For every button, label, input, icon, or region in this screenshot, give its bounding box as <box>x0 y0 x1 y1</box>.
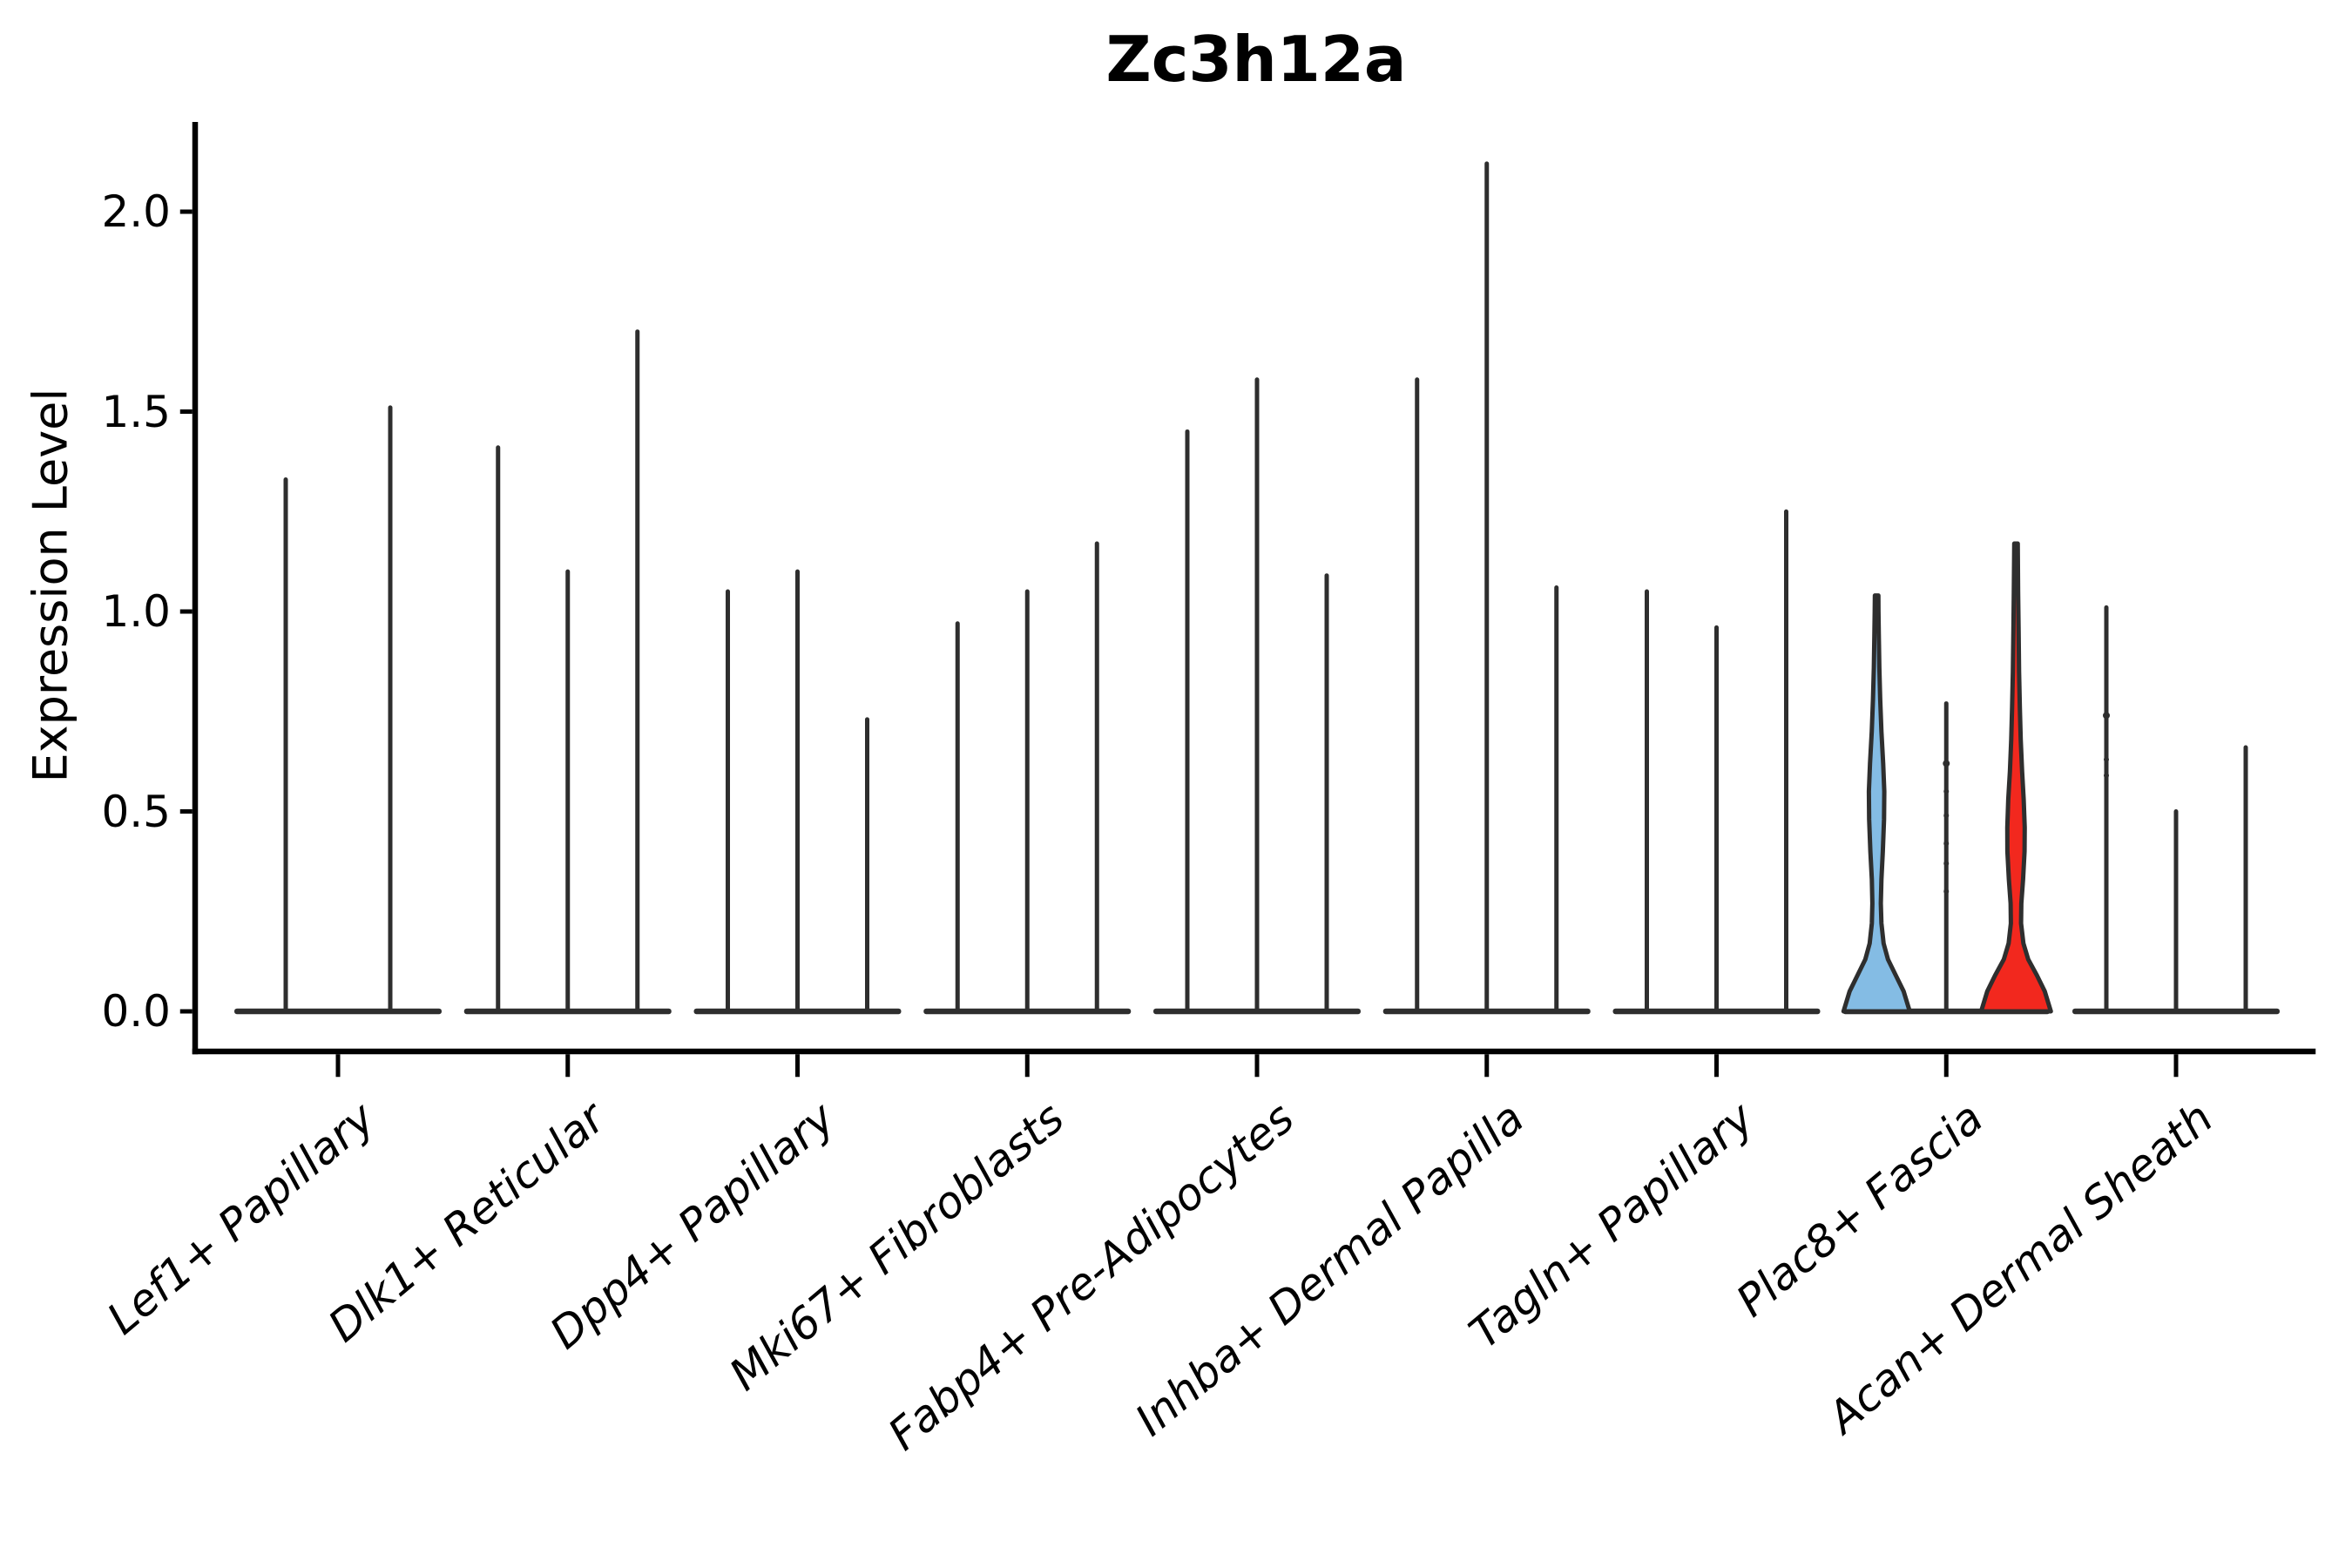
highlighted-violin <box>1841 593 1912 1014</box>
x-tick-mark <box>2173 1054 2179 1078</box>
y-tick-mark <box>179 1009 193 1014</box>
violin-outlier-dot <box>1943 813 1950 819</box>
y-tick-label: 1.5 <box>101 386 171 437</box>
x-tick-mark <box>1714 1054 1719 1078</box>
chart-title: Zc3h12a <box>1105 23 1407 96</box>
x-tick-mark <box>1024 1054 1030 1078</box>
y-tick-mark <box>179 409 193 414</box>
x-tick-mark <box>795 1054 800 1078</box>
y-tick-mark <box>179 809 193 814</box>
x-tick-mark <box>335 1054 341 1078</box>
y-axis-spine <box>192 122 199 1055</box>
x-tick-mark <box>565 1054 571 1078</box>
violin-outlier-dot <box>1943 861 1950 867</box>
violin-outlier-dot <box>1943 760 1950 767</box>
violin-outlier-dot <box>2103 712 2110 720</box>
x-tick-mark <box>1254 1054 1260 1078</box>
violin-outlier-dot <box>1943 889 1950 895</box>
violin-outlier-dot <box>1943 788 1950 794</box>
y-tick-mark <box>179 609 193 614</box>
highlighted-violin <box>1978 541 2053 1014</box>
y-tick-label: 1.0 <box>101 586 171 637</box>
violin-outlier-dot <box>2104 756 2109 762</box>
y-tick-mark <box>179 209 193 214</box>
x-tick-mark <box>1484 1054 1490 1078</box>
y-tick-label: 0.5 <box>101 786 171 837</box>
violin-baseline-bar <box>234 1008 442 1015</box>
violin-outlier-dot <box>2104 773 2109 779</box>
x-tick-mark <box>1943 1054 1949 1078</box>
y-tick-label: 0.0 <box>101 986 171 1037</box>
x-axis-spine <box>192 1048 2316 1055</box>
violin-outlier-dot <box>1943 841 1950 847</box>
y-tick-label: 2.0 <box>101 186 171 237</box>
